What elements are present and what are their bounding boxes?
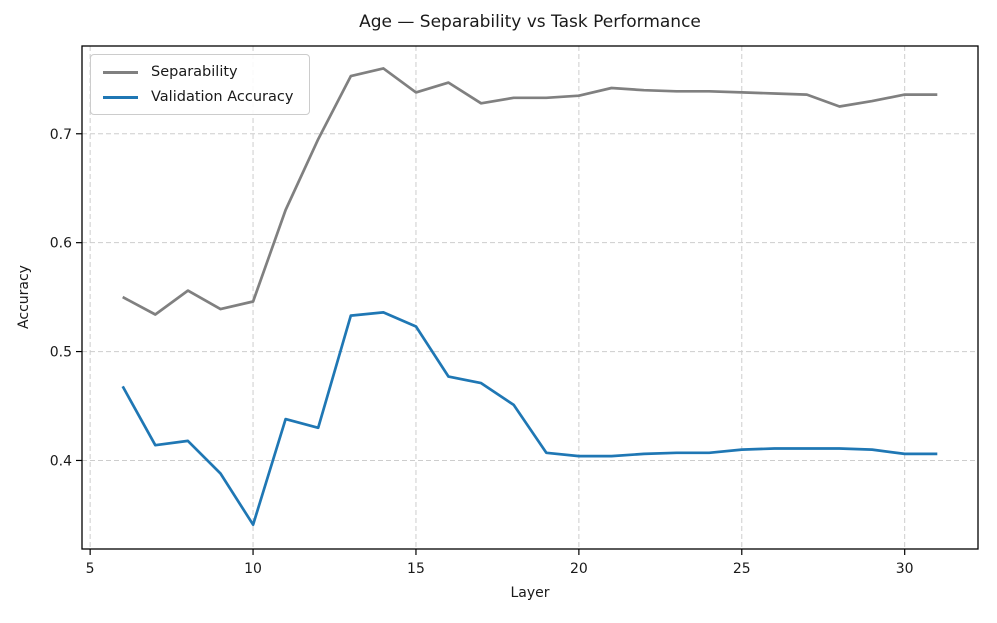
series-line-separability [122, 67, 938, 316]
legend-item-validation-accuracy: Validation Accuracy [103, 89, 293, 105]
y-tick-label: 0.5 [50, 345, 72, 361]
x-axis-label: Layer [510, 585, 550, 601]
x-tick-label: 5 [86, 561, 95, 577]
chart-title: Age — Separability vs Task Performance [359, 12, 701, 32]
x-tick-label: 30 [896, 561, 914, 577]
legend-label-separability: Separability [151, 64, 238, 80]
legend-label-validation-accuracy: Validation Accuracy [151, 89, 294, 105]
series-line-validation-accuracy [121, 311, 938, 527]
axes-spines [81, 45, 979, 550]
separability-line-swatch [103, 70, 138, 74]
y-tick-label: 0.4 [50, 453, 72, 469]
x-tick-label: 25 [733, 561, 751, 577]
y-tick-label: 0.7 [50, 127, 72, 143]
y-axis-label: Accuracy [16, 265, 32, 329]
x-tick-label: 15 [407, 561, 425, 577]
x-tick-label: 10 [244, 561, 262, 577]
legend-item-separability: Separability [103, 64, 293, 80]
legend: Separability Validation Accuracy [90, 54, 311, 115]
y-tick-label: 0.6 [50, 236, 72, 252]
x-tick-label: 20 [570, 561, 588, 577]
validation-accuracy-line-swatch [103, 95, 138, 99]
